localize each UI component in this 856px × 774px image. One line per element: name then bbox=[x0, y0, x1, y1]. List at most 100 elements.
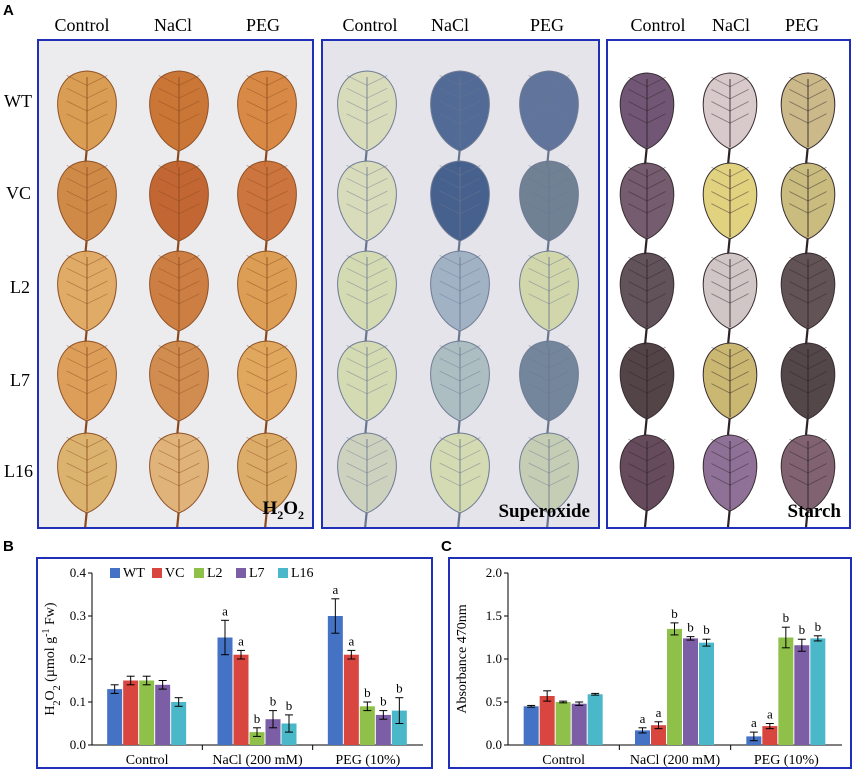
chart-c-significance-letter: a bbox=[751, 715, 757, 730]
chart-c-y-tick-label: 0.0 bbox=[486, 737, 502, 752]
starch-leaf-grid bbox=[619, 72, 836, 527]
superoxide-leaf bbox=[430, 160, 490, 258]
h2o2-stain-photo: H2O2 bbox=[37, 39, 314, 529]
starch-leaf bbox=[702, 72, 758, 166]
chart-b-significance-letter: a bbox=[348, 633, 354, 648]
chart-c-significance-letter: b bbox=[703, 622, 710, 637]
chart-c-bar-vc bbox=[762, 726, 778, 745]
row-label-wt: WT bbox=[4, 91, 32, 111]
chart-c-bar-l16 bbox=[810, 638, 826, 745]
starch-leaf bbox=[619, 72, 675, 166]
starch-leaf bbox=[780, 72, 836, 166]
chart-c-bar-l16 bbox=[699, 642, 714, 745]
starch-leaf bbox=[780, 162, 836, 256]
chart-b-bar-l2 bbox=[139, 680, 155, 745]
chart-b-y-tick-label: 0.3 bbox=[70, 608, 86, 623]
chart-c-significance-letter: b bbox=[687, 620, 694, 635]
chart-b-bar-l2 bbox=[359, 706, 375, 745]
chart-c-bar-vc bbox=[651, 725, 666, 745]
h2o2-leaf bbox=[57, 70, 117, 168]
superoxide-leaf bbox=[337, 340, 397, 438]
superoxide-leaf bbox=[430, 340, 490, 438]
col-label-sox-nacl: NaCl bbox=[431, 15, 469, 35]
chart-c-significance-letter: b bbox=[799, 622, 806, 637]
starch-leaf bbox=[619, 252, 675, 346]
h2o2-leaf bbox=[237, 160, 297, 258]
chart-c-bar-l7 bbox=[571, 703, 587, 745]
col-label-sox-peg: PEG bbox=[529, 15, 564, 35]
starch-leaf bbox=[619, 162, 675, 256]
chart-b-bar-vc bbox=[233, 654, 249, 745]
chart-c-svg: 0.0 0.5 1.0 1.5 2.0 Absorbance 470nm Control Na… bbox=[455, 565, 842, 768]
chart-b-legend-swatch bbox=[236, 568, 246, 578]
col-label-starch-control: Control bbox=[630, 15, 686, 35]
starch-stain-photo: Starch bbox=[606, 39, 851, 529]
chart-b-significance-letter: a bbox=[332, 582, 338, 597]
chart-c-bar-vc bbox=[539, 695, 555, 745]
chart-c-x-tick-label: NaCl (200 mM) bbox=[630, 753, 721, 767]
h2o2-leaf bbox=[237, 340, 297, 438]
chart-b-legend-label: VC bbox=[165, 566, 184, 581]
chart-c-bar-l2 bbox=[667, 628, 682, 745]
h2o2-leaf bbox=[237, 250, 297, 348]
panel-letter-c: C bbox=[441, 538, 452, 555]
col-label-starch-peg: PEG bbox=[784, 15, 819, 35]
h2o2-leaf bbox=[149, 340, 209, 438]
chart-b-significance-letter: b bbox=[286, 698, 293, 713]
chart-b-significance-letter: b bbox=[364, 685, 371, 700]
starch-leaf bbox=[780, 434, 836, 527]
h2o2-leaf bbox=[57, 340, 117, 438]
chart-c-bar-l7 bbox=[683, 638, 698, 745]
chart-c-x-tick-label: PEG (10%) bbox=[754, 753, 819, 767]
superoxide-leaf bbox=[430, 432, 490, 527]
chart-b-significance-letter: a bbox=[222, 603, 228, 618]
chart-b-bar-l7 bbox=[155, 684, 171, 745]
chart-c-y-tick-label: 1.5 bbox=[486, 608, 502, 623]
chart-b-bar-vc bbox=[123, 680, 139, 745]
chart-b-legend-swatch bbox=[110, 568, 120, 578]
chart-b-bar-wt bbox=[217, 637, 233, 745]
chart-c-y-tick-label: 1.0 bbox=[486, 651, 502, 666]
superoxide-leaf bbox=[337, 250, 397, 348]
chart-c-bar-l2 bbox=[555, 702, 571, 745]
chart-b-y-tick-label: 0.0 bbox=[70, 737, 86, 752]
superoxide-leaf bbox=[337, 432, 397, 527]
chart-b-legend-swatch bbox=[278, 568, 288, 578]
panel-letter-b: B bbox=[3, 538, 14, 555]
h2o2-leaf bbox=[149, 70, 209, 168]
superoxide-leaf bbox=[519, 432, 579, 527]
starch-leaf bbox=[619, 434, 675, 527]
col-label-h2o2-peg: PEG bbox=[245, 15, 280, 35]
chart-c-y-axis-label: Absorbance 470nm bbox=[455, 604, 470, 713]
chart-b-x-tick-label: PEG (10%) bbox=[335, 753, 400, 767]
chart-c-bar-l2 bbox=[778, 637, 794, 745]
chart-b-significance-letter: a bbox=[238, 633, 244, 648]
col-label-h2o2-control: Control bbox=[54, 15, 110, 35]
h2o2-leaf bbox=[57, 160, 117, 258]
row-label-l16: L16 bbox=[4, 461, 33, 481]
chart-b-x-tick-label: NaCl (200 mM) bbox=[212, 753, 303, 767]
chart-b-x-tick-label: Control bbox=[126, 753, 169, 767]
superoxide-leaf bbox=[519, 70, 579, 168]
h2o2-leaf bbox=[237, 432, 297, 527]
chart-c-significance-letter: a bbox=[656, 705, 662, 720]
h2o2-leaf bbox=[149, 432, 209, 527]
starch-leaf bbox=[619, 342, 675, 436]
chart-b-y-tick-label: 0.1 bbox=[70, 694, 86, 709]
starch-stain-label: Starch bbox=[787, 501, 841, 522]
chart-c-y-tick-label: 2.0 bbox=[486, 565, 502, 580]
chart-c-significance-letter: b bbox=[815, 619, 822, 634]
chart-c-bar-wt bbox=[635, 730, 650, 745]
chart-c-absorbance: 0.0 0.5 1.0 1.5 2.0 Absorbance 470nm Control Na… bbox=[448, 557, 852, 769]
chart-b-legend-swatch bbox=[152, 568, 162, 578]
chart-b-y-tick-label: 0.4 bbox=[70, 565, 87, 580]
chart-c-y-tick-label: 0.5 bbox=[486, 694, 502, 709]
chart-b-bar-wt bbox=[327, 616, 343, 745]
chart-b-y-axis-label: H2O2 (µmol g-1 Fw) bbox=[41, 602, 63, 716]
chart-b-legend-swatch bbox=[194, 568, 204, 578]
h2o2-leaf bbox=[149, 160, 209, 258]
superoxide-stain-photo: Superoxide bbox=[321, 39, 600, 529]
starch-leaf bbox=[702, 434, 758, 527]
chart-b-significance-letter: b bbox=[396, 681, 403, 696]
chart-b-legend-label: L16 bbox=[291, 566, 314, 581]
